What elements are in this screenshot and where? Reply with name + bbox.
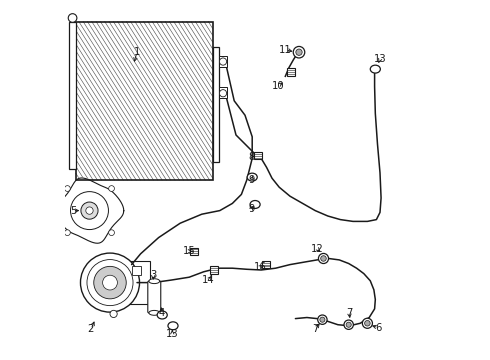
Polygon shape — [55, 178, 124, 243]
Bar — [287, 68, 295, 76]
Ellipse shape — [370, 65, 380, 73]
Circle shape — [363, 318, 372, 328]
Ellipse shape — [168, 322, 178, 330]
Text: 9: 9 — [248, 175, 255, 185]
Text: 4: 4 — [158, 308, 165, 318]
Text: 7: 7 — [346, 308, 353, 318]
Circle shape — [220, 90, 227, 97]
Bar — [190, 248, 198, 255]
Circle shape — [65, 230, 70, 235]
Text: 16: 16 — [254, 262, 267, 272]
Text: 12: 12 — [311, 244, 324, 254]
Bar — [219, 56, 227, 67]
Text: 5: 5 — [70, 206, 76, 216]
Circle shape — [320, 317, 325, 322]
Circle shape — [321, 256, 326, 261]
Circle shape — [86, 207, 93, 214]
Bar — [76, 22, 213, 180]
Bar — [69, 22, 76, 169]
Circle shape — [102, 275, 118, 290]
Text: 1: 1 — [134, 47, 140, 57]
Text: 3: 3 — [150, 270, 156, 280]
Circle shape — [94, 266, 126, 299]
Circle shape — [365, 320, 370, 326]
Text: 7: 7 — [312, 324, 318, 334]
Circle shape — [109, 230, 115, 235]
Ellipse shape — [247, 173, 257, 181]
Text: 10: 10 — [272, 81, 284, 91]
Bar — [213, 47, 219, 162]
Circle shape — [81, 202, 98, 219]
Text: 14: 14 — [202, 275, 215, 285]
Circle shape — [80, 253, 140, 312]
Circle shape — [293, 46, 305, 58]
Ellipse shape — [250, 201, 260, 208]
Text: 11: 11 — [279, 45, 292, 55]
Text: 2: 2 — [88, 324, 94, 334]
Ellipse shape — [149, 279, 160, 284]
Bar — [76, 22, 213, 180]
Bar — [219, 87, 227, 98]
Circle shape — [318, 315, 327, 324]
Circle shape — [71, 192, 108, 230]
Text: 9: 9 — [248, 204, 255, 214]
Circle shape — [346, 322, 351, 327]
Circle shape — [296, 49, 302, 55]
Text: 15: 15 — [183, 246, 196, 256]
Ellipse shape — [157, 311, 167, 319]
Circle shape — [109, 186, 115, 192]
Circle shape — [220, 58, 227, 65]
Circle shape — [65, 186, 70, 192]
Circle shape — [318, 253, 328, 264]
Circle shape — [68, 14, 77, 22]
Bar — [210, 266, 219, 274]
Text: 8: 8 — [248, 152, 255, 162]
Text: 6: 6 — [375, 323, 381, 333]
Bar — [132, 266, 141, 275]
Bar — [106, 261, 149, 304]
FancyBboxPatch shape — [148, 281, 161, 313]
Circle shape — [344, 320, 353, 329]
Bar — [254, 152, 262, 159]
Text: 13: 13 — [166, 329, 178, 339]
Bar — [262, 261, 270, 268]
Circle shape — [87, 260, 133, 306]
Circle shape — [110, 310, 117, 318]
Ellipse shape — [149, 310, 160, 315]
Text: 13: 13 — [374, 54, 386, 64]
